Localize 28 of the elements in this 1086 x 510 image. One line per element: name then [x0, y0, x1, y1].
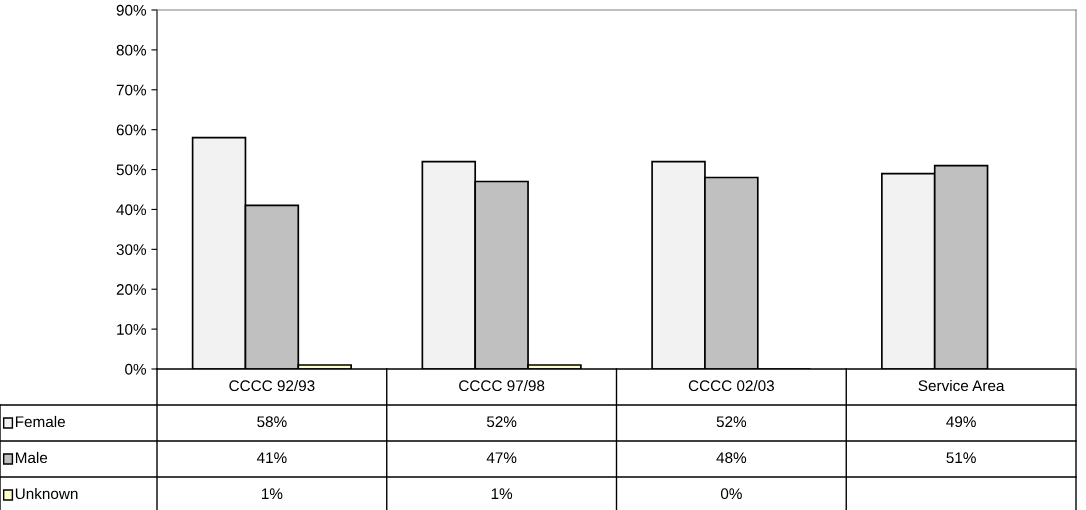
legend-label: Unknown: [15, 487, 78, 500]
y-tick-label: 30%: [116, 244, 147, 256]
legend-label: Female: [15, 415, 65, 428]
data-label: 47%: [486, 452, 517, 464]
y-tick-label: 60%: [116, 124, 147, 136]
data-label: 48%: [716, 452, 747, 464]
data-label: 49%: [946, 416, 976, 428]
y-tick-label: 50%: [116, 164, 147, 176]
y-tick-label: 10%: [117, 323, 147, 335]
y-tick-label: 0%: [125, 363, 147, 375]
y-tick-label: 70%: [116, 84, 147, 96]
y-tick-label: 40%: [116, 204, 147, 216]
data-label: 51%: [946, 452, 976, 464]
x-tick-label: CCCC 02/03: [688, 379, 775, 392]
x-tick-label: Service Area: [918, 379, 1005, 392]
data-label: 0%: [720, 488, 742, 500]
legend-label: Male: [15, 451, 48, 464]
data-label: 52%: [716, 416, 747, 428]
data-label: 1%: [491, 488, 513, 500]
x-tick-label: CCCC 97/98: [459, 379, 545, 392]
data-label: 52%: [486, 416, 517, 428]
x-tick-label: CCCC 92/93: [229, 379, 315, 392]
data-label: 58%: [257, 416, 287, 428]
data-label: 1%: [262, 488, 283, 500]
y-tick-label: 20%: [116, 284, 147, 295]
y-tick-label: 80%: [116, 44, 147, 56]
y-tick-label: 90%: [116, 4, 147, 16]
data-label: 41%: [256, 452, 287, 464]
